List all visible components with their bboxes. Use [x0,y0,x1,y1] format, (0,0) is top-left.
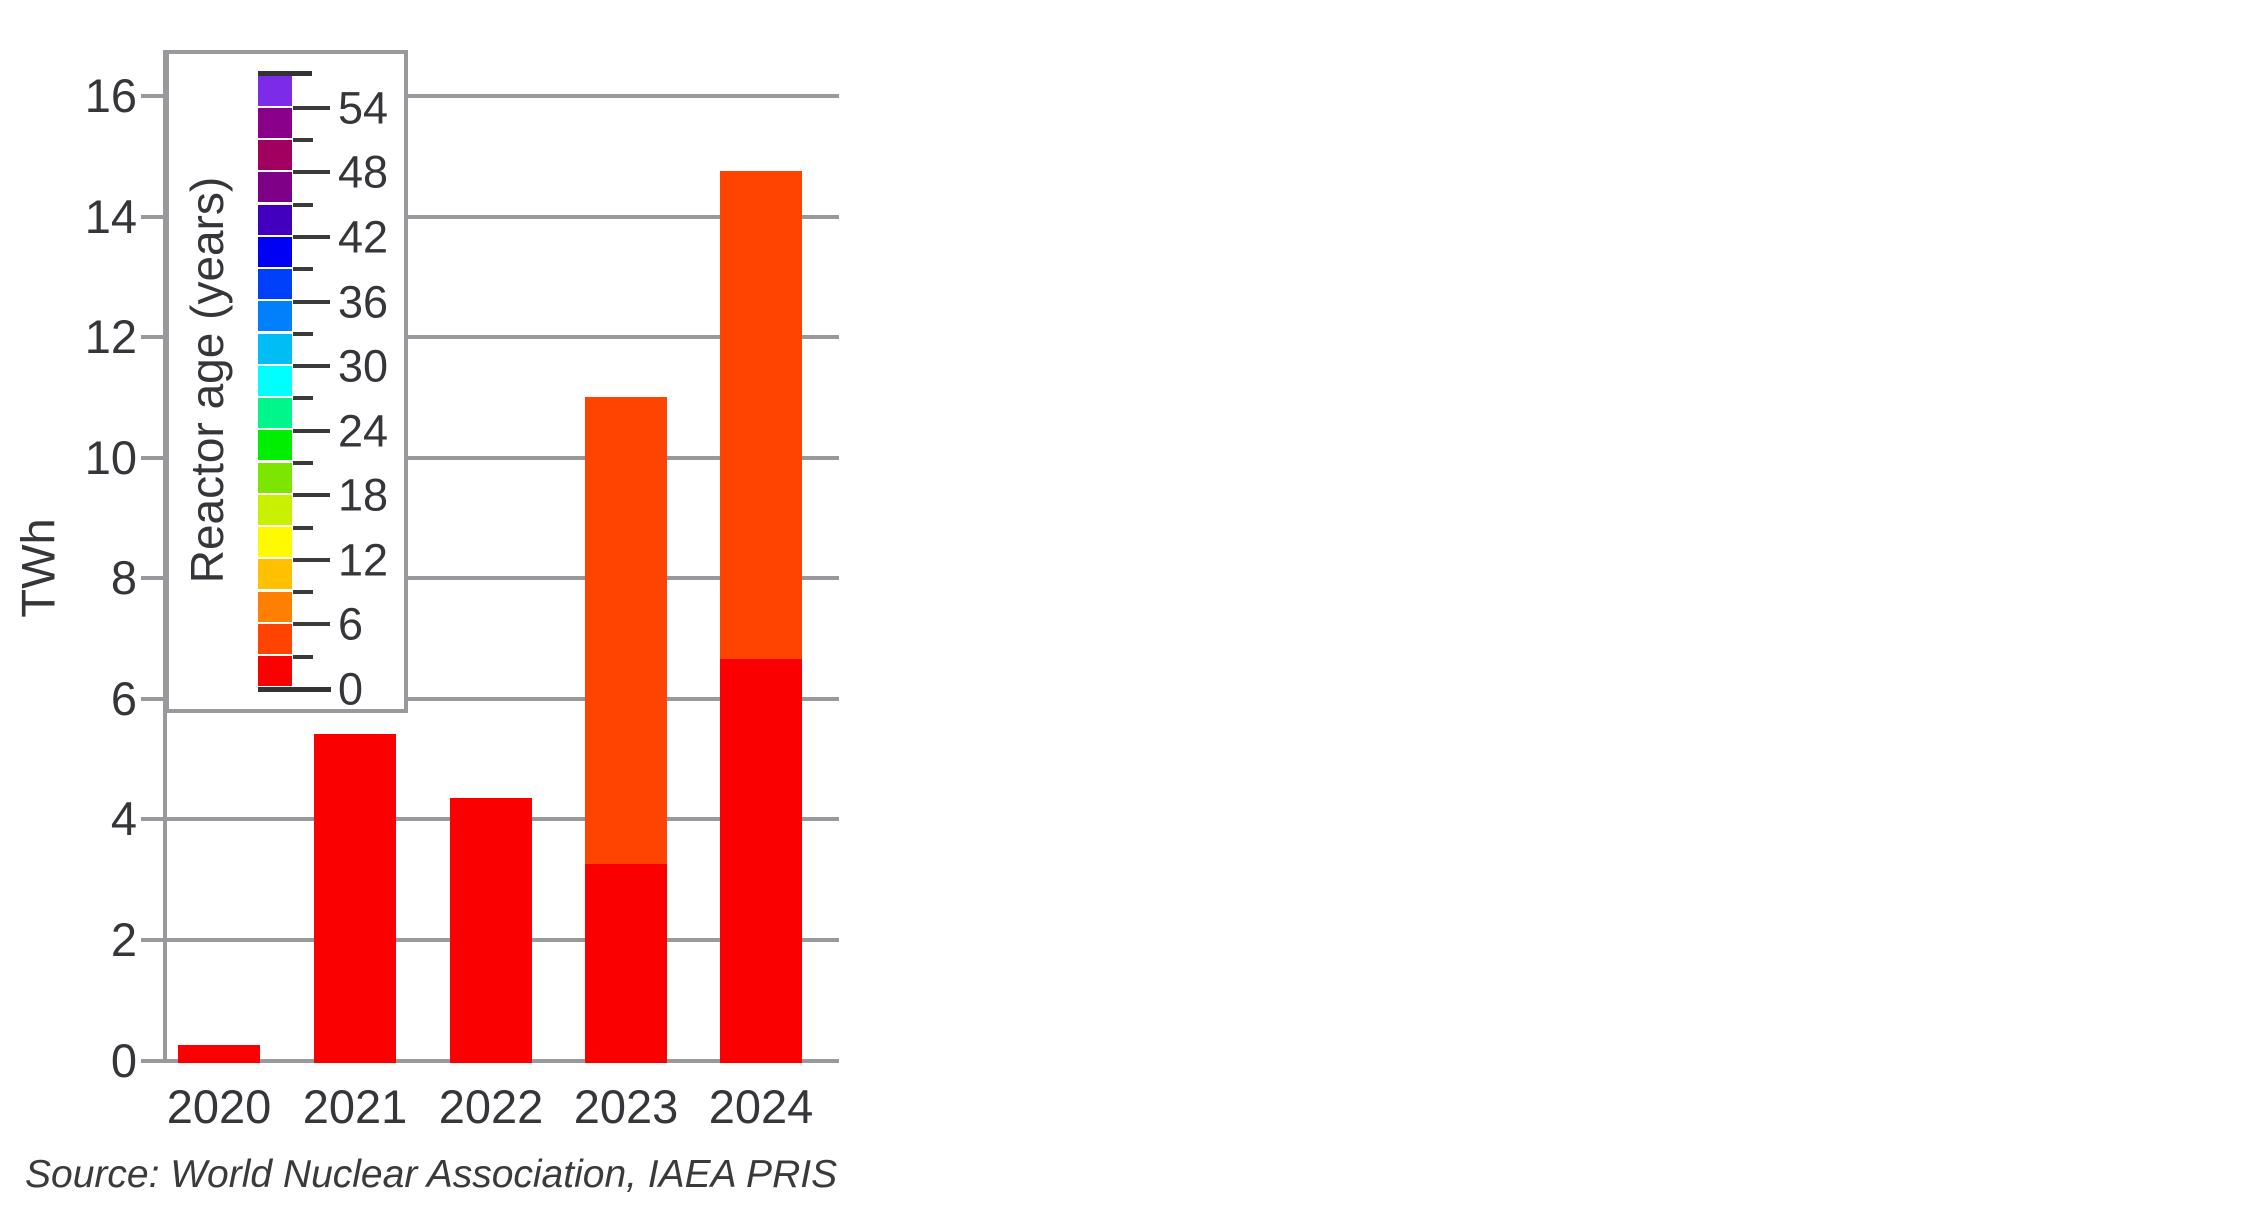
colorbar-tick-42 [293,234,330,239]
gridline-12 [165,335,839,340]
x-tick-label-2024: 2024 [708,1080,814,1133]
colorbar-tick-label-18: 18 [338,469,389,521]
y-tick-8 [141,576,165,581]
colorbar-tick-6 [293,622,330,627]
colorbar-tick-label-0: 0 [338,663,364,715]
bar-2023-segment-age-0-3 [585,864,667,1063]
legend-swatch-42-45 [258,204,292,235]
legend-swatch-30-33 [258,333,292,364]
colorbar-tick-54 [293,105,330,110]
gridline-14 [165,214,839,219]
legend-swatch-39-42 [258,236,292,267]
colorbar-tick-45 [293,202,313,207]
legend-title: Reactor age (years) [181,176,233,584]
colorbar-tick-label-30: 30 [338,340,389,392]
legend-swatch-27-30 [258,365,292,396]
gridline-10 [165,455,839,460]
legend-swatch-24-27 [258,398,292,429]
colorbar-tick-21 [293,460,313,465]
y-tick-10 [141,455,165,460]
legend-swatch-12-15 [258,527,292,558]
colorbar-tick-3 [293,654,313,659]
colorbar-tick-label-6: 6 [338,598,364,650]
legend-swatch-51-54 [258,107,292,138]
colorbar-top-line [258,71,312,76]
gridline-16 [165,94,839,99]
colorbar-tick-9 [293,590,313,595]
y-tick-label-8: 8 [110,551,137,605]
colorbar-tick-33 [293,331,313,336]
legend-swatch-33-36 [258,301,292,332]
colorbar-tick-24 [293,428,330,433]
colorbar-tick-36 [293,299,330,304]
colorbar-tick-30 [293,364,330,369]
y-tick-label-2: 2 [110,912,137,966]
legend-swatch-3-6 [258,623,292,654]
colorbar-tick-label-42: 42 [338,211,389,263]
y-tick-6 [141,696,165,701]
legend-swatch-48-51 [258,140,292,171]
x-tick-label-2023: 2023 [573,1080,679,1133]
legend-swatch-45-48 [258,172,292,203]
bar-2023-segment-age-3-6 [585,396,667,865]
y-tick-label-12: 12 [84,310,137,364]
colorbar-tick-label-12: 12 [338,534,389,586]
legend-swatch-15-18 [258,494,292,525]
colorbar-tick-label-24: 24 [338,405,389,457]
legend-swatch-21-24 [258,430,292,461]
colorbar-tick-label-48: 48 [338,146,389,198]
colorbar-tick-27 [293,396,313,401]
bar-2020-segment-age-0-3 [178,1044,260,1063]
colorbar-tick-51 [293,138,313,143]
y-tick-label-10: 10 [84,430,137,484]
source-note: Source: World Nuclear Association, IAEA … [25,1153,838,1196]
y-tick-0 [141,1058,165,1063]
legend-swatch-36-39 [258,269,292,300]
y-tick-label-0: 0 [110,1033,137,1087]
y-tick-label-14: 14 [84,189,137,243]
legend-swatch-18-21 [258,462,292,493]
colorbar-tick-12 [293,557,330,562]
colorbar-tick-39 [293,267,313,272]
bar-2024-segment-age-3-6 [720,170,802,660]
legend-swatch-6-9 [258,591,292,622]
bar-2022-segment-age-0-3 [450,797,532,1063]
x-tick-label-2022: 2022 [438,1080,544,1133]
x-tick-label-2020: 2020 [166,1080,272,1133]
colorbar-tick-18 [293,493,330,498]
legend-swatch-0-3 [258,656,292,687]
y-tick-14 [141,214,165,219]
colorbar-tick-label-54: 54 [338,82,389,134]
bar-2021-segment-age-0-3 [314,734,396,1063]
y-tick-label-6: 6 [110,671,137,725]
y-tick-4 [141,817,165,822]
bar-2024-segment-age-0-3 [720,659,802,1063]
x-tick-label-2021: 2021 [302,1080,408,1133]
y-tick-16 [141,94,165,99]
y-tick-label-4: 4 [110,792,137,846]
colorbar-tick-15 [293,525,313,530]
colorbar-tick-label-36: 36 [338,276,389,328]
y-tick-label-16: 16 [84,69,137,123]
y-tick-12 [141,335,165,340]
colorbar-zero-line [258,687,331,692]
legend-swatch-9-12 [258,559,292,590]
gridline-6 [165,696,839,701]
y-tick-2 [141,937,165,942]
legend-swatch-54-57 [258,75,292,106]
colorbar-tick-48 [293,170,330,175]
gridline-8 [165,576,839,581]
